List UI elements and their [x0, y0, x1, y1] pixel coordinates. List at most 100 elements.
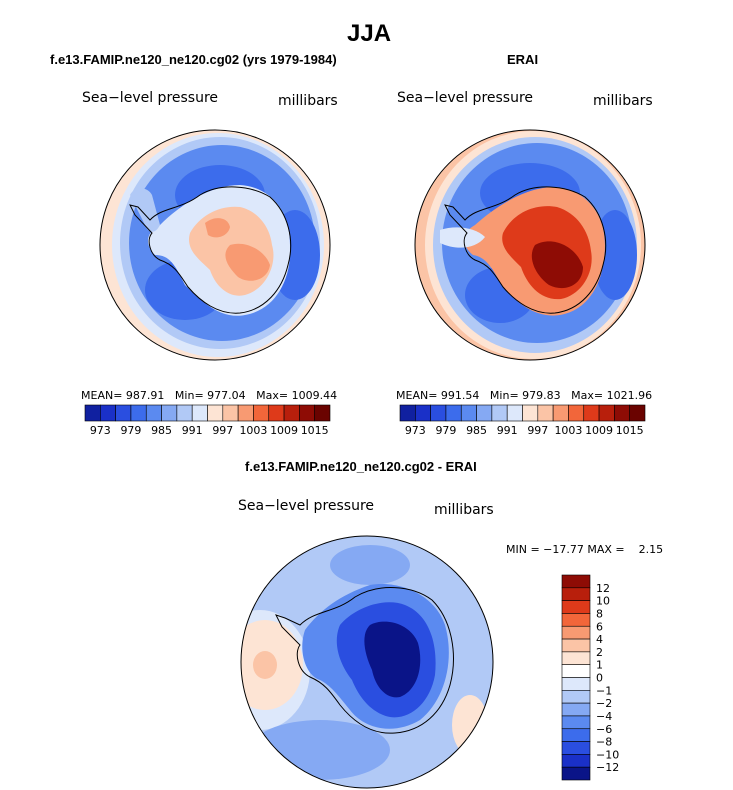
panel3-colorbar-box — [561, 677, 591, 691]
panel3-field-pos2 — [253, 651, 277, 679]
panel1-colorbar-box — [222, 404, 239, 422]
panel3-field-neg-top — [330, 545, 410, 585]
panel3-colorbar-tick: 4 — [596, 633, 603, 646]
panel1-colorbar-box — [314, 404, 331, 422]
panel1-colorbar-tick: 991 — [182, 424, 203, 437]
panel2-colorbar-tick: 985 — [466, 424, 487, 437]
panel2-colorbar: 973 979 985 991 997 1003 1009 1015 — [399, 404, 646, 437]
panel2-colorbar-box — [614, 404, 630, 422]
panel2-colorbar-box — [491, 404, 508, 422]
panel2-units-label: millibars — [593, 93, 653, 109]
panel2-colorbar-box — [598, 404, 615, 422]
panel2-colorbar-box — [399, 404, 416, 422]
panel1-units-label: millibars — [278, 93, 338, 109]
panel2-colorbar-tick: 997 — [527, 424, 548, 437]
panel2-colorbar-tick: 991 — [497, 424, 518, 437]
panel1-colorbar-box — [283, 404, 300, 422]
panel1-colorbar-tick: 973 — [90, 424, 111, 437]
panel3-colorbar-tick: −10 — [596, 748, 619, 761]
panel2-colorbar-box — [522, 404, 539, 422]
panel3-colorbar-box — [561, 754, 591, 768]
panel2-colorbar-box — [476, 404, 493, 422]
panel2-colorbar-box — [552, 404, 569, 422]
panel1-colorbar-box — [145, 404, 162, 422]
panel2-coastline — [444, 186, 607, 314]
panel2-variable-label: Sea−level pressure — [397, 90, 534, 106]
panel1-max-label: Max= — [256, 389, 289, 402]
panel2-colorbar-box — [583, 404, 600, 422]
panel1-colorbar: 973 979 985 991 997 1003 1009 1015 — [84, 404, 331, 437]
panel2-colorbar-box — [537, 404, 554, 422]
panel3-colorbar-box — [561, 741, 591, 755]
panel3-colorbar-tick: −2 — [596, 697, 612, 710]
panel3-colorbar-box — [561, 574, 591, 589]
panel2-max-label: Max= — [571, 389, 604, 402]
panel2-colorbar-tick: 979 — [435, 424, 456, 437]
panel1-title: f.e13.FAMIP.ne120_ne120.cg02 (yrs 1979-1… — [50, 52, 337, 67]
panel2-map-border — [414, 129, 646, 361]
panel3-minmax: MIN = −17.77 MAX = 2.15 — [506, 543, 664, 556]
panel1-variable-label: Sea−level pressure — [82, 90, 219, 106]
panel3-colorbar-tick: 2 — [596, 646, 603, 659]
panel1-colorbar-tick: 1009 — [270, 424, 298, 437]
panel1-colorbar-box — [130, 404, 147, 422]
panel3-title: f.e13.FAMIP.ne120_ne120.cg02 - ERAI — [245, 459, 477, 474]
panel2-colorbar-box — [629, 404, 646, 422]
panel3-field-min — [364, 621, 421, 698]
panel3-variable-label: Sea−level pressure — [238, 498, 375, 514]
panel1-colorbar-box — [161, 404, 178, 422]
panel2-colorbar-box — [445, 404, 462, 422]
panel1-colorbar-box — [207, 404, 224, 422]
panel1-colorbar-box — [115, 404, 132, 422]
panel2-colorbar-box — [568, 404, 585, 422]
panel2-min-value: 979.83 — [522, 389, 561, 402]
panel1-colorbar-tick: 997 — [212, 424, 233, 437]
panel2-mean-label: MEAN= — [396, 389, 438, 402]
panel1-colorbar-box — [191, 404, 208, 422]
panel1-field-high — [225, 243, 270, 281]
panel2-field-high — [531, 241, 583, 289]
panel1-min-value: 977.04 — [207, 389, 246, 402]
panel3-colorbar-tick: 0 — [596, 672, 603, 685]
panel1-colorbar-tick: 985 — [151, 424, 172, 437]
panel3-colorbar-box — [561, 625, 591, 640]
panel3-colorbar-tick: 1 — [596, 659, 603, 672]
panel3-field-pos3 — [452, 695, 488, 755]
panel1-mean-value: 987.91 — [125, 389, 165, 402]
panel1-colorbar-box — [268, 404, 285, 422]
panel2-stats: MEAN= 991.54 Min= 979.83 Max= 1021.96 — [396, 389, 652, 402]
panel3-colorbar-tick: 12 — [596, 582, 610, 595]
panel3-colorbar-box — [561, 638, 591, 653]
panel3-colorbar-tick: −6 — [596, 723, 612, 736]
panel1-field-high2 — [205, 218, 230, 238]
panel1-colorbar-box — [176, 404, 193, 422]
panel1-stats: MEAN= 987.91 Min= 977.04 Max= 1009.44 — [81, 389, 337, 402]
panel3-colorbar-box — [561, 613, 591, 627]
panel1-colorbar-tick: 979 — [120, 424, 141, 437]
panel1-colorbar-box — [237, 404, 254, 422]
panel2-colorbar-box — [506, 404, 523, 422]
panel3-colorbar-box — [561, 600, 591, 614]
panel1-colorbar-box — [84, 404, 101, 422]
panel1-field-peninsula — [130, 188, 160, 232]
panel1-colorbar-box — [253, 404, 270, 422]
panel3-colorbar-box — [561, 664, 591, 678]
panel2-colorbar-tick: 1003 — [554, 424, 582, 437]
panel2-min-label: Min= — [489, 389, 519, 402]
panel2-map — [414, 129, 646, 361]
panel3-colorbar-tick: 10 — [596, 595, 610, 608]
panel3-colorbar-tick: 6 — [596, 620, 603, 633]
panel3-map — [240, 535, 494, 789]
panel3-colorbar-box — [561, 715, 591, 730]
panel1-map — [99, 129, 331, 361]
panel2-title: ERAI — [507, 52, 539, 67]
panel2-colorbar-box — [430, 404, 447, 422]
panel3-colorbar-box — [561, 690, 591, 704]
panel1-max-value: 1009.44 — [291, 389, 338, 402]
panel1-min-label: Min= — [174, 389, 204, 402]
panel2-colorbar-tick: 973 — [405, 424, 426, 437]
panel1-map-border — [99, 129, 331, 361]
panel3-colorbar-tick: 8 — [596, 607, 603, 620]
panel2-max-value: 1021.96 — [606, 389, 653, 402]
